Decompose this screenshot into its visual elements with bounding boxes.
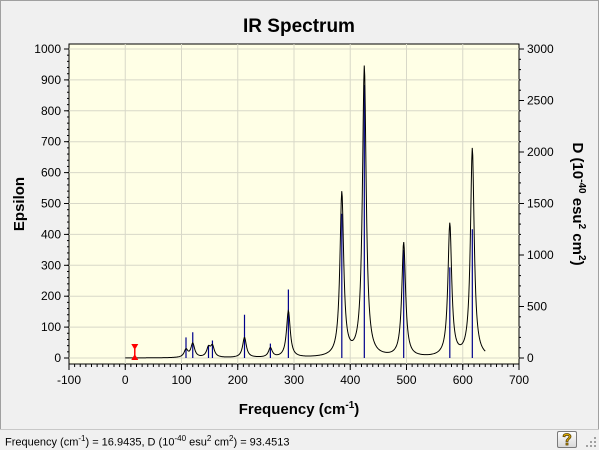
x-axis: -100 0 100 200 300 400 500 600 700 xyxy=(57,364,529,387)
resize-grip-icon[interactable] xyxy=(585,436,597,448)
status-readout: Frequency (cm-1) = 16.9435, D (10-40 esu… xyxy=(5,434,290,449)
y2-tick-label: 2000 xyxy=(527,145,554,159)
y-tick-label: 100 xyxy=(41,320,61,334)
marker-bottom-arrow xyxy=(131,354,139,360)
ir-spectrum-chart[interactable]: IR Spectrum 0 100 200 300 400 500 600 700 800 900… xyxy=(1,1,598,429)
x-tick-label: 600 xyxy=(453,373,473,387)
x-axis-label: Frequency (cm-1) xyxy=(239,400,360,418)
y-tick-label: 0 xyxy=(54,351,61,365)
x-tick-label: 700 xyxy=(509,373,529,387)
x-tick-label: -100 xyxy=(57,373,81,387)
y-axis-label: Epsilon xyxy=(11,177,28,231)
x-tick-label: 100 xyxy=(171,373,191,387)
question-mark-icon xyxy=(562,433,572,446)
y2-axis-label: D (10-40 esu2 cm2) xyxy=(569,142,587,265)
y-tick-label: 800 xyxy=(41,104,61,118)
y-tick-label: 300 xyxy=(41,258,61,272)
x-tick-label: 400 xyxy=(340,373,360,387)
chart-title: IR Spectrum xyxy=(243,16,355,37)
y2-tick-label: 0 xyxy=(527,351,534,365)
y-axis-left: 0 100 200 300 400 500 600 700 800 900 1000 xyxy=(34,42,69,365)
y-axis-right: 0 500 1000 1500 2000 2500 3000 xyxy=(519,42,554,365)
y-tick-label: 600 xyxy=(41,166,61,180)
y-tick-label: 500 xyxy=(41,197,61,211)
y2-tick-label: 1500 xyxy=(527,197,554,211)
spectrum-window: IR Spectrum 0 100 200 300 400 500 600 700 800 900… xyxy=(0,0,599,430)
x-tick-label: 0 xyxy=(122,373,129,387)
x-tick-label: 500 xyxy=(396,373,416,387)
status-bar: Frequency (cm-1) = 16.9435, D (10-40 esu… xyxy=(0,429,599,450)
y-tick-label: 1000 xyxy=(34,42,61,56)
frequency-marker[interactable] xyxy=(131,344,139,360)
y2-tick-label: 2500 xyxy=(527,94,554,108)
spectrum-line xyxy=(125,65,486,359)
y2-tick-label: 500 xyxy=(527,300,547,314)
y2-tick-label: 3000 xyxy=(527,42,554,56)
y-tick-label: 400 xyxy=(41,227,61,241)
y2-tick-label: 1000 xyxy=(527,248,554,262)
y-tick-label: 900 xyxy=(41,73,61,87)
y-tick-label: 200 xyxy=(41,289,61,303)
stick-spectrum xyxy=(185,85,473,358)
x-tick-label: 200 xyxy=(228,373,248,387)
help-button[interactable] xyxy=(557,431,577,448)
marker-top-arrow xyxy=(131,344,139,350)
x-tick-label: 300 xyxy=(284,373,304,387)
y-tick-label: 700 xyxy=(41,135,61,149)
